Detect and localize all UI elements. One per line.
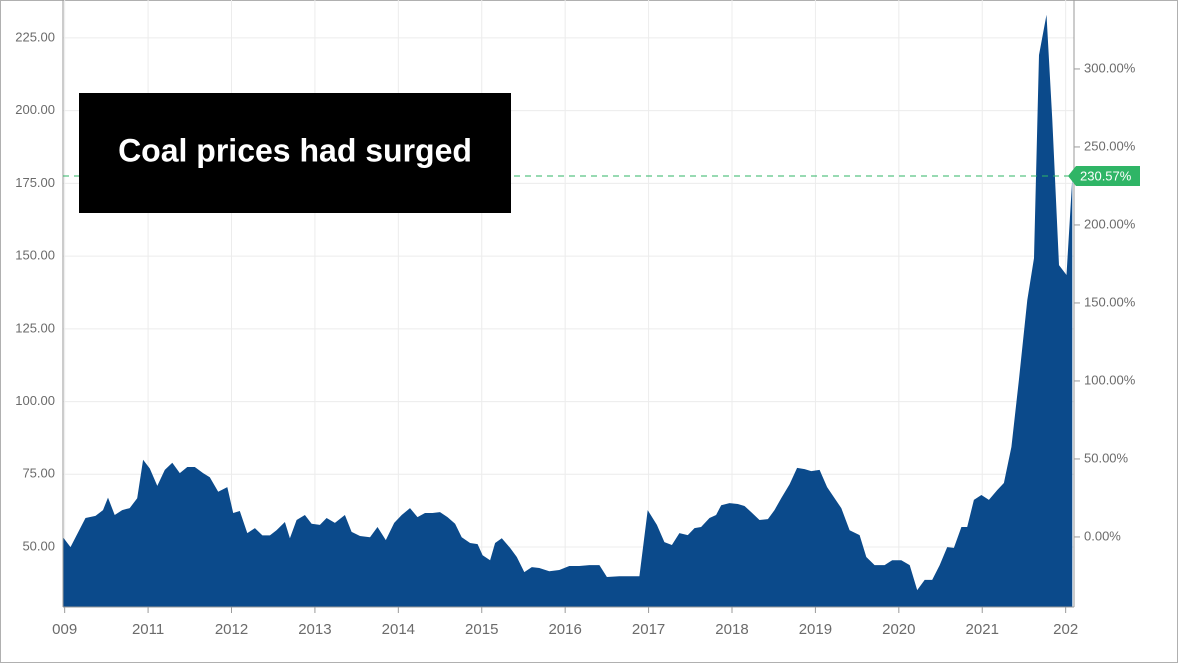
x-tick-label: 2021 xyxy=(966,621,999,638)
x-tick-label: 2018 xyxy=(715,621,748,638)
axes: 50.00 75.00 100.00 125.00 150.00 175.00 200.00… xyxy=(15,0,1140,638)
y-tick-label: 175.00 xyxy=(15,175,55,190)
y2-tick-label: 150.00% xyxy=(1084,294,1136,309)
annotation-box xyxy=(79,93,511,213)
y-tick-label: 75.00 xyxy=(22,466,55,481)
reference-tag xyxy=(1068,166,1140,187)
y2-tick-label: 250.00% xyxy=(1084,138,1136,153)
reference-label: 230.57% xyxy=(1080,168,1132,183)
y-tick-label: 225.00 xyxy=(15,29,55,44)
x-tick-label: 2011 xyxy=(132,621,164,638)
x-tick-label: 2019 xyxy=(799,621,832,638)
x-tick-label: 2014 xyxy=(382,621,415,638)
y-tick-label: 150.00 xyxy=(15,248,55,263)
x-tick-label: 202 xyxy=(1053,621,1078,638)
x-tick-label: 2016 xyxy=(548,621,581,638)
y2-tick-label: 0.00% xyxy=(1084,528,1121,543)
x-tick-label: 009 xyxy=(52,621,77,638)
y2-tick-label: 300.00% xyxy=(1084,60,1136,75)
y-tick-label: 200.00 xyxy=(15,102,55,117)
x-tick-label: 2012 xyxy=(215,621,248,638)
y2-tick-label: 100.00% xyxy=(1084,372,1136,387)
x-tick-label: 2015 xyxy=(465,621,498,638)
y-tick-label: 50.00 xyxy=(22,538,55,553)
x-tick-label: 2020 xyxy=(882,621,915,638)
x-tick-label: 2017 xyxy=(632,621,665,638)
y-tick-label: 100.00 xyxy=(15,393,55,408)
y2-tick-label: 200.00% xyxy=(1084,216,1136,231)
x-tick-label: 2013 xyxy=(298,621,331,638)
y-tick-label: 125.00 xyxy=(15,320,55,335)
area xyxy=(63,14,1073,608)
annotations: Coal prices had surged xyxy=(79,93,511,213)
plot xyxy=(63,14,1073,608)
annotation: Coal prices had surged xyxy=(118,132,472,168)
y2-tick-label: 50.00% xyxy=(1084,450,1129,465)
